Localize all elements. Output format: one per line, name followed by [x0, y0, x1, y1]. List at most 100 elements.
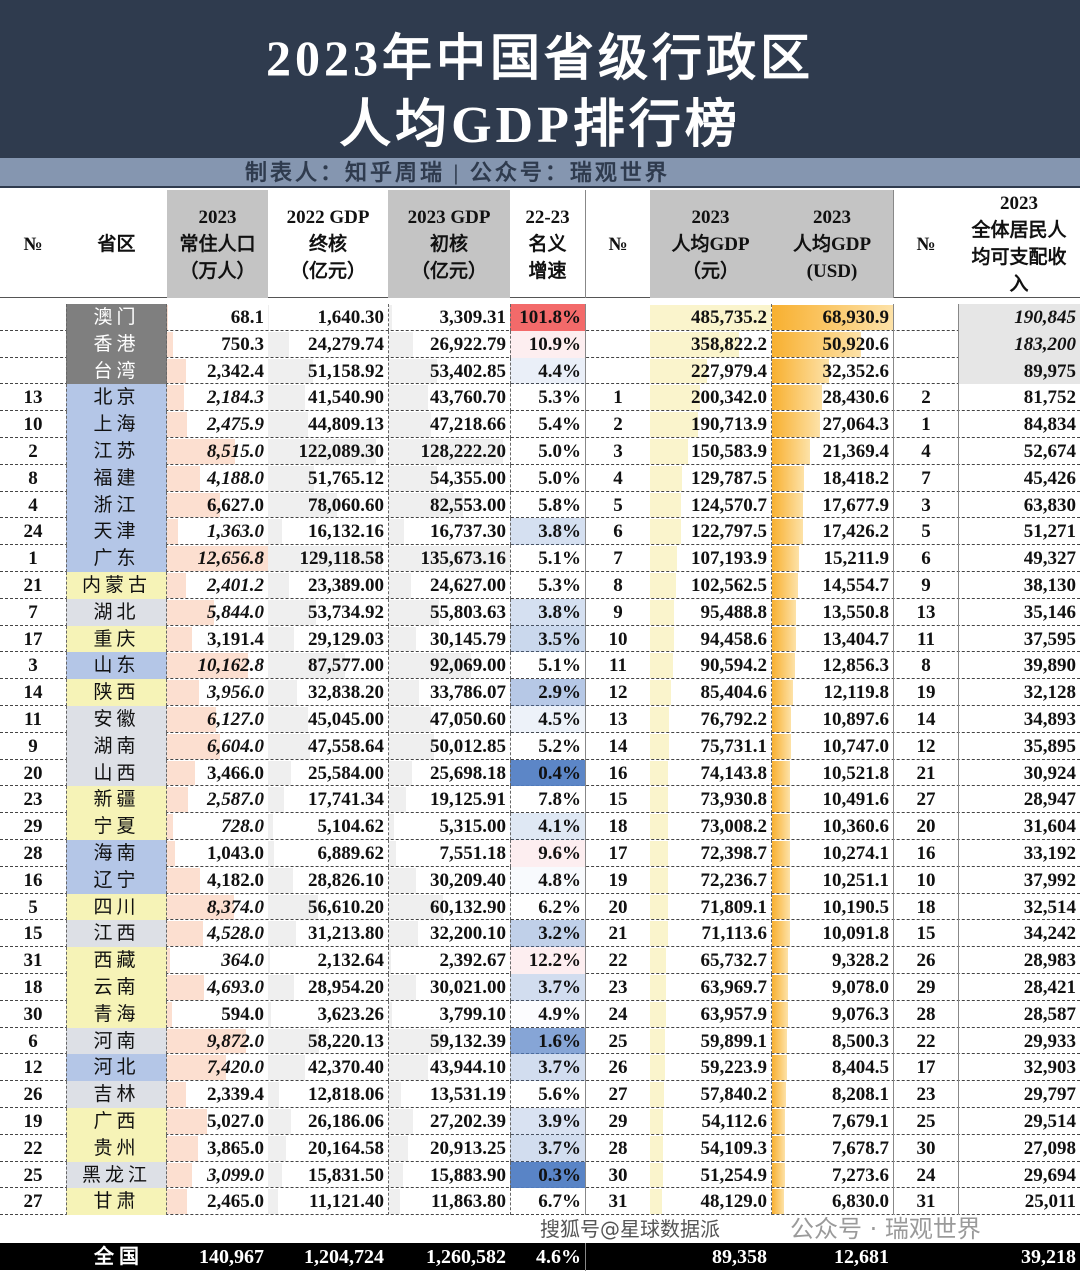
- income-rank: 20: [893, 813, 958, 840]
- gdp-2022-value: 28,826.10: [308, 869, 384, 891]
- income-rank: [893, 330, 958, 358]
- data-bar: [389, 1001, 393, 1027]
- income-rank-value: 13: [916, 601, 936, 623]
- per-capita-usd: 10,190.5: [771, 893, 893, 921]
- gdp-2023: 20,913.25: [388, 1134, 510, 1162]
- income-rank-value: 28: [916, 1003, 936, 1025]
- gdp-2023-value: 59,132.39: [430, 1030, 506, 1052]
- per-capita-cny-value: 124,570.7: [691, 494, 767, 516]
- income-value: 49,327: [1023, 548, 1076, 570]
- growth-rate: 3.7%: [510, 1134, 585, 1162]
- per-capita-cny: 74,143.8: [650, 760, 771, 787]
- population: 2,475.9: [167, 411, 268, 438]
- gdp-2022-value: 24,279.74: [308, 333, 384, 355]
- growth-rate: 7.8%: [510, 786, 585, 814]
- income: 30,924: [958, 759, 1080, 787]
- gdp-2022: 16,132.16: [268, 518, 388, 545]
- data-bar: [389, 331, 413, 357]
- per-capita-usd: 27,064.3: [771, 411, 893, 438]
- income-value: 28,983: [1023, 950, 1076, 972]
- per-capita-cny: 63,969.7: [650, 974, 771, 1001]
- gdp-rank: 5: [0, 894, 66, 921]
- data-bar: [650, 492, 682, 518]
- per-capita-cny: 122,797.5: [650, 518, 771, 545]
- income-value: 35,895: [1023, 735, 1076, 757]
- gdp-2023-value: 33,786.07: [430, 682, 506, 704]
- per-capita-cny-value: 59,223.9: [700, 1057, 768, 1079]
- income: 31,604: [958, 813, 1080, 840]
- per-capita-cny-value: 200,342.0: [691, 387, 767, 409]
- growth-rate: 5.8%: [510, 491, 585, 519]
- income: 51,271: [958, 518, 1080, 546]
- population-value: 5,027.0: [207, 1110, 264, 1132]
- per-capita-usd: 9,076.3: [771, 1000, 893, 1028]
- data-bar: [268, 921, 296, 947]
- growth-rate-value: 5.2%: [538, 735, 581, 757]
- income-rank-value: 11: [917, 628, 935, 650]
- income-rank: 24: [893, 1161, 958, 1189]
- total-per-capita-cny: 89,358: [712, 1246, 767, 1268]
- per-capita-usd-value: 9,076.3: [832, 1003, 889, 1025]
- gdp-rank: 22: [0, 1135, 66, 1162]
- gdp-2023: 59,132.39: [388, 1027, 510, 1055]
- income: 63,830: [958, 491, 1080, 519]
- gdp-rank-value: 26: [23, 1084, 43, 1106]
- income-rank: 27: [893, 786, 958, 814]
- per-capita-cny-value: 51,254.9: [700, 1164, 768, 1186]
- gdp-rank-value: 6: [28, 1030, 38, 1052]
- gdp-rank: 30: [0, 1001, 66, 1028]
- per-capita-rank-value: 19: [608, 869, 628, 891]
- gdp-rank-value: 19: [23, 1110, 43, 1132]
- per-capita-cny-value: 48,129.0: [700, 1191, 768, 1213]
- population: 8,515.0: [167, 438, 268, 465]
- table-row: 22 贵州 3,865.0 20,164.58 20,913.25 3.7% 28 54,10…: [0, 1134, 1080, 1162]
- growth-rate: 5.0%: [510, 464, 585, 492]
- gdp-rank-value: 25: [23, 1164, 43, 1186]
- data-bar: [772, 760, 791, 786]
- gdp-2023-value: 135,673.16: [420, 548, 507, 570]
- income-rank: 7: [893, 464, 958, 492]
- per-capita-cny: 75,731.1: [650, 733, 771, 760]
- gdp-rank: 2: [0, 438, 66, 465]
- gdp-2022: 58,220.13: [268, 1028, 388, 1055]
- data-bar: [389, 385, 429, 411]
- population-value: 3,466.0: [207, 762, 264, 784]
- income-rank-value: 22: [916, 1030, 936, 1052]
- province-name-value: 陕西: [93, 682, 140, 704]
- gdp-rank: 29: [0, 813, 66, 840]
- province-name: 广东: [66, 545, 167, 572]
- per-capita-rank-value: 14: [608, 735, 628, 757]
- data-bar: [650, 358, 707, 384]
- per-capita-rank-value: 18: [608, 816, 628, 838]
- data-bar: [650, 974, 666, 1000]
- data-bar: [167, 358, 186, 384]
- data-bar: [650, 1028, 665, 1054]
- income: 34,893: [958, 705, 1080, 733]
- province-name: 四川: [66, 893, 167, 921]
- data-bar: [772, 1162, 785, 1188]
- province-name: 内蒙古: [66, 571, 167, 599]
- per-capita-rank: 13: [585, 705, 650, 733]
- per-capita-cny-value: 227,979.4: [691, 360, 767, 382]
- gdp-2023: 30,145.79: [388, 625, 510, 653]
- data-bar: [268, 546, 383, 571]
- per-capita-cny: 129,787.5: [650, 465, 771, 492]
- gdp-2023: 60,132.90: [388, 893, 510, 921]
- gdp-rank: [0, 304, 66, 331]
- income-rank-value: 29: [916, 976, 936, 998]
- province-name-value: 西藏: [93, 950, 140, 972]
- income-rank-value: 27: [916, 789, 936, 811]
- data-bar: [268, 305, 270, 330]
- province-name: 山东: [66, 652, 167, 680]
- data-bar: [389, 492, 463, 518]
- subtitle: 制表人：知乎周瑞 | 公众号：瑞观世界: [0, 158, 1080, 188]
- data-bar: [772, 599, 796, 625]
- data-bar: [650, 787, 669, 813]
- growth-rate: 5.1%: [510, 652, 585, 680]
- gdp-rank: 8: [0, 465, 66, 492]
- growth-rate: 5.3%: [510, 384, 585, 412]
- per-capita-usd: 7,273.6: [771, 1161, 893, 1189]
- data-bar: [650, 412, 698, 437]
- gdp-2023: 50,012.85: [388, 732, 510, 760]
- data-bar: [167, 599, 214, 625]
